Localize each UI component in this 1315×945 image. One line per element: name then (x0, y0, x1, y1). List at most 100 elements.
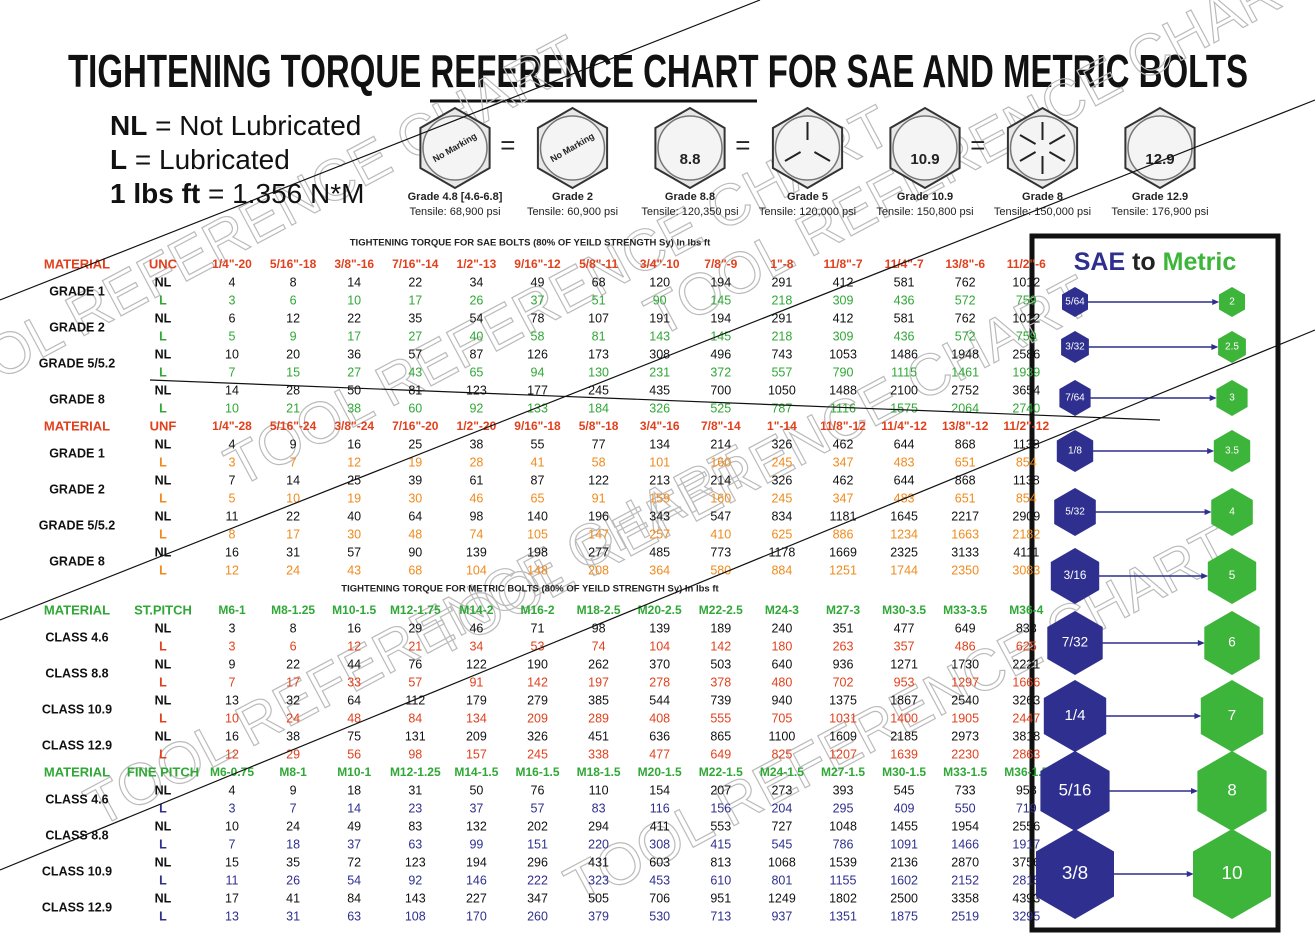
grade-name: Grade 4.8 [4.6-6.8] (408, 191, 503, 203)
nl-value: 8 (290, 275, 297, 289)
l-value: 65 (531, 491, 545, 505)
nl-value: 18 (347, 783, 361, 797)
l-value: 7 (290, 801, 297, 815)
row-label: GRADE 5/5.2 (39, 356, 115, 370)
l-value: 63 (408, 837, 422, 851)
size-header: M18-2.5 (577, 603, 621, 617)
nl-value: 326 (771, 437, 792, 451)
size-header: M10-1 (337, 765, 371, 779)
size-header: M14-2 (459, 603, 493, 617)
l-value: 550 (955, 801, 976, 815)
l-value: 436 (894, 293, 915, 307)
nl-value: 177 (527, 383, 548, 397)
nl-value: 64 (347, 693, 361, 707)
size-header: 1/2"-20 (457, 419, 497, 433)
size-header: 1/4"-28 (212, 419, 252, 433)
l-value: 2152 (951, 873, 979, 887)
l-value: 625 (771, 527, 792, 541)
size-header: 3/4"-10 (640, 257, 680, 271)
nl-value: 98 (592, 621, 606, 635)
metric-hex (1219, 287, 1245, 317)
metric-hex (1218, 331, 1246, 363)
l-value: 1297 (951, 675, 979, 689)
l-value: 10 (225, 401, 239, 415)
l-value: 6 (290, 293, 297, 307)
nl-value: 57 (347, 545, 361, 559)
nl-value: 134 (649, 437, 670, 451)
thread-header: FINE PITCH (127, 764, 199, 779)
l-value: 41 (531, 455, 545, 469)
l-value: 625 (1016, 639, 1037, 653)
nl-value: 31 (286, 545, 300, 559)
nl-label: NL (155, 473, 172, 487)
l-value: 37 (531, 293, 545, 307)
l-value: 91 (592, 491, 606, 505)
nl-value: 370 (649, 657, 670, 671)
nl-value: 2100 (890, 383, 918, 397)
l-value: 610 (710, 873, 731, 887)
legend-key: L (110, 144, 127, 175)
nl-value: 126 (527, 347, 548, 361)
l-value: 854 (1016, 455, 1037, 469)
l-value: 1744 (890, 563, 918, 577)
size-header: 7/8"-9 (704, 257, 737, 271)
nl-value: 940 (771, 693, 792, 707)
nl-value: 296 (527, 855, 548, 869)
size-header: M20-1.5 (638, 765, 682, 779)
nl-value: 132 (466, 819, 487, 833)
nl-value: 4393 (1012, 891, 1040, 905)
nl-value: 2185 (890, 729, 918, 743)
row-label: GRADE 8 (49, 554, 105, 568)
nl-value: 636 (649, 729, 670, 743)
l-value: 58 (592, 455, 606, 469)
size-header: M14-1.5 (454, 765, 498, 779)
l-value: 19 (347, 491, 361, 505)
nl-label: NL (155, 383, 172, 397)
l-value: 74 (592, 639, 606, 653)
conversion-title-part: SAE (1074, 248, 1125, 276)
bolt-radial-mark (784, 151, 802, 162)
size-header: M16-1.5 (515, 765, 559, 779)
grade-tensile: Tensile: 150,000 psi (994, 206, 1091, 218)
l-label: L (159, 909, 167, 923)
l-value: 91 (469, 675, 483, 689)
l-value: 57 (408, 675, 422, 689)
l-value: 786 (833, 837, 854, 851)
l-value: 372 (710, 365, 731, 379)
nl-value: 834 (771, 509, 792, 523)
nl-label: NL (155, 855, 172, 869)
row-label: CLASS 10.9 (42, 702, 112, 716)
l-value: 759 (1016, 293, 1037, 307)
nl-value: 262 (588, 657, 609, 671)
l-value: 142 (527, 675, 548, 689)
sae-size: 3/32 (1065, 342, 1085, 353)
nl-value: 20 (286, 347, 300, 361)
sae-hex (1043, 680, 1107, 752)
nl-value: 28 (286, 383, 300, 397)
l-value: 51 (592, 293, 606, 307)
nl-label: NL (155, 347, 172, 361)
l-value: 3295 (1012, 909, 1040, 923)
equals-sign: = (970, 130, 985, 160)
sae-size: 5/64 (1065, 297, 1085, 308)
bolt-radial-mark (813, 151, 831, 162)
l-value: 143 (649, 329, 670, 343)
nl-value: 1455 (890, 819, 918, 833)
l-value: 12 (347, 455, 361, 469)
nl-value: 3654 (1012, 383, 1040, 397)
nl-value: 2325 (890, 545, 918, 559)
size-header: M8-1.25 (271, 603, 315, 617)
size-header: 5/16"-24 (270, 419, 317, 433)
nl-label: NL (155, 657, 172, 671)
nl-value: 496 (710, 347, 731, 361)
nl-value: 431 (588, 855, 609, 869)
l-value: 545 (771, 837, 792, 851)
l-value: 17 (347, 329, 361, 343)
nl-value: 1050 (768, 383, 796, 397)
nl-value: 291 (771, 311, 792, 325)
l-value: 278 (649, 675, 670, 689)
l-value: 133 (527, 401, 548, 415)
arrow-head (1186, 871, 1194, 877)
nl-label: NL (155, 545, 172, 559)
nl-value: 347 (527, 891, 548, 905)
